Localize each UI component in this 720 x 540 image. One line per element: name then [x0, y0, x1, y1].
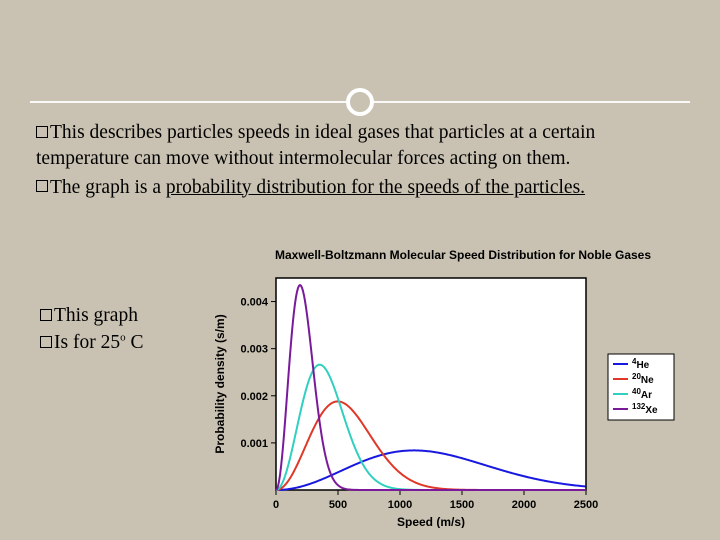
bullet-box-icon — [40, 336, 52, 348]
bullet-box-icon — [40, 309, 52, 321]
title-divider — [30, 86, 690, 116]
svg-text:2000: 2000 — [512, 499, 536, 511]
svg-text:0.001: 0.001 — [240, 438, 268, 450]
graph-caption-2-unit: C — [126, 332, 144, 353]
graph-caption-1: This graph — [40, 302, 143, 329]
bullet-box-icon — [36, 126, 48, 138]
svg-text:Speed (m/s): Speed (m/s) — [397, 515, 465, 528]
svg-text:1500: 1500 — [450, 499, 474, 511]
svg-text:0.002: 0.002 — [240, 391, 268, 403]
bullet-1: This describes particles speeds in ideal… — [36, 120, 690, 173]
bullet-2-text-b: probability distribution for the speeds … — [166, 177, 585, 198]
svg-text:500: 500 — [329, 499, 347, 511]
bullet-1-text: This describes particles speeds in ideal… — [36, 122, 595, 169]
graph-caption-2-text: Is for 25 — [54, 332, 120, 353]
bullet-2: The graph is a probability distribution … — [36, 175, 690, 201]
graph-caption-2: Is for 25o C — [40, 329, 143, 356]
bullet-box-icon — [36, 180, 48, 192]
chart-title: Maxwell-Boltzmann Molecular Speed Distri… — [226, 248, 700, 262]
svg-text:Probability density (s/m): Probability density (s/m) — [213, 314, 227, 453]
bullet-2-text-a: The graph is a — [50, 177, 166, 198]
graph-caption: This graph Is for 25o C — [40, 302, 143, 357]
svg-text:2500: 2500 — [574, 499, 598, 511]
svg-text:0.004: 0.004 — [240, 297, 268, 309]
svg-text:1000: 1000 — [388, 499, 412, 511]
divider-circle — [346, 88, 374, 116]
chart-svg: 0 500 1000 1500 2000 2500 0.001 0.002 0.003 0.004… — [210, 268, 700, 528]
body-content: This describes particles speeds in ideal… — [36, 120, 690, 203]
svg-text:0.003: 0.003 — [240, 344, 268, 356]
graph-caption-1-text: This graph — [54, 305, 138, 326]
svg-text:0: 0 — [273, 499, 279, 511]
